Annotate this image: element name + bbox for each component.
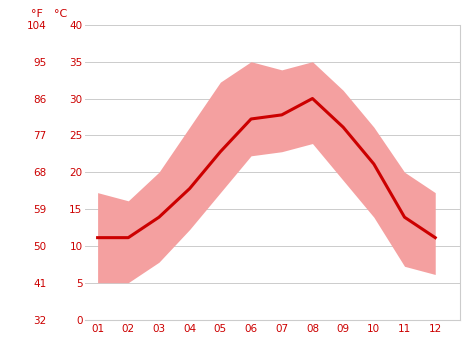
Text: °C: °C xyxy=(55,9,68,19)
Text: °F: °F xyxy=(31,9,43,19)
